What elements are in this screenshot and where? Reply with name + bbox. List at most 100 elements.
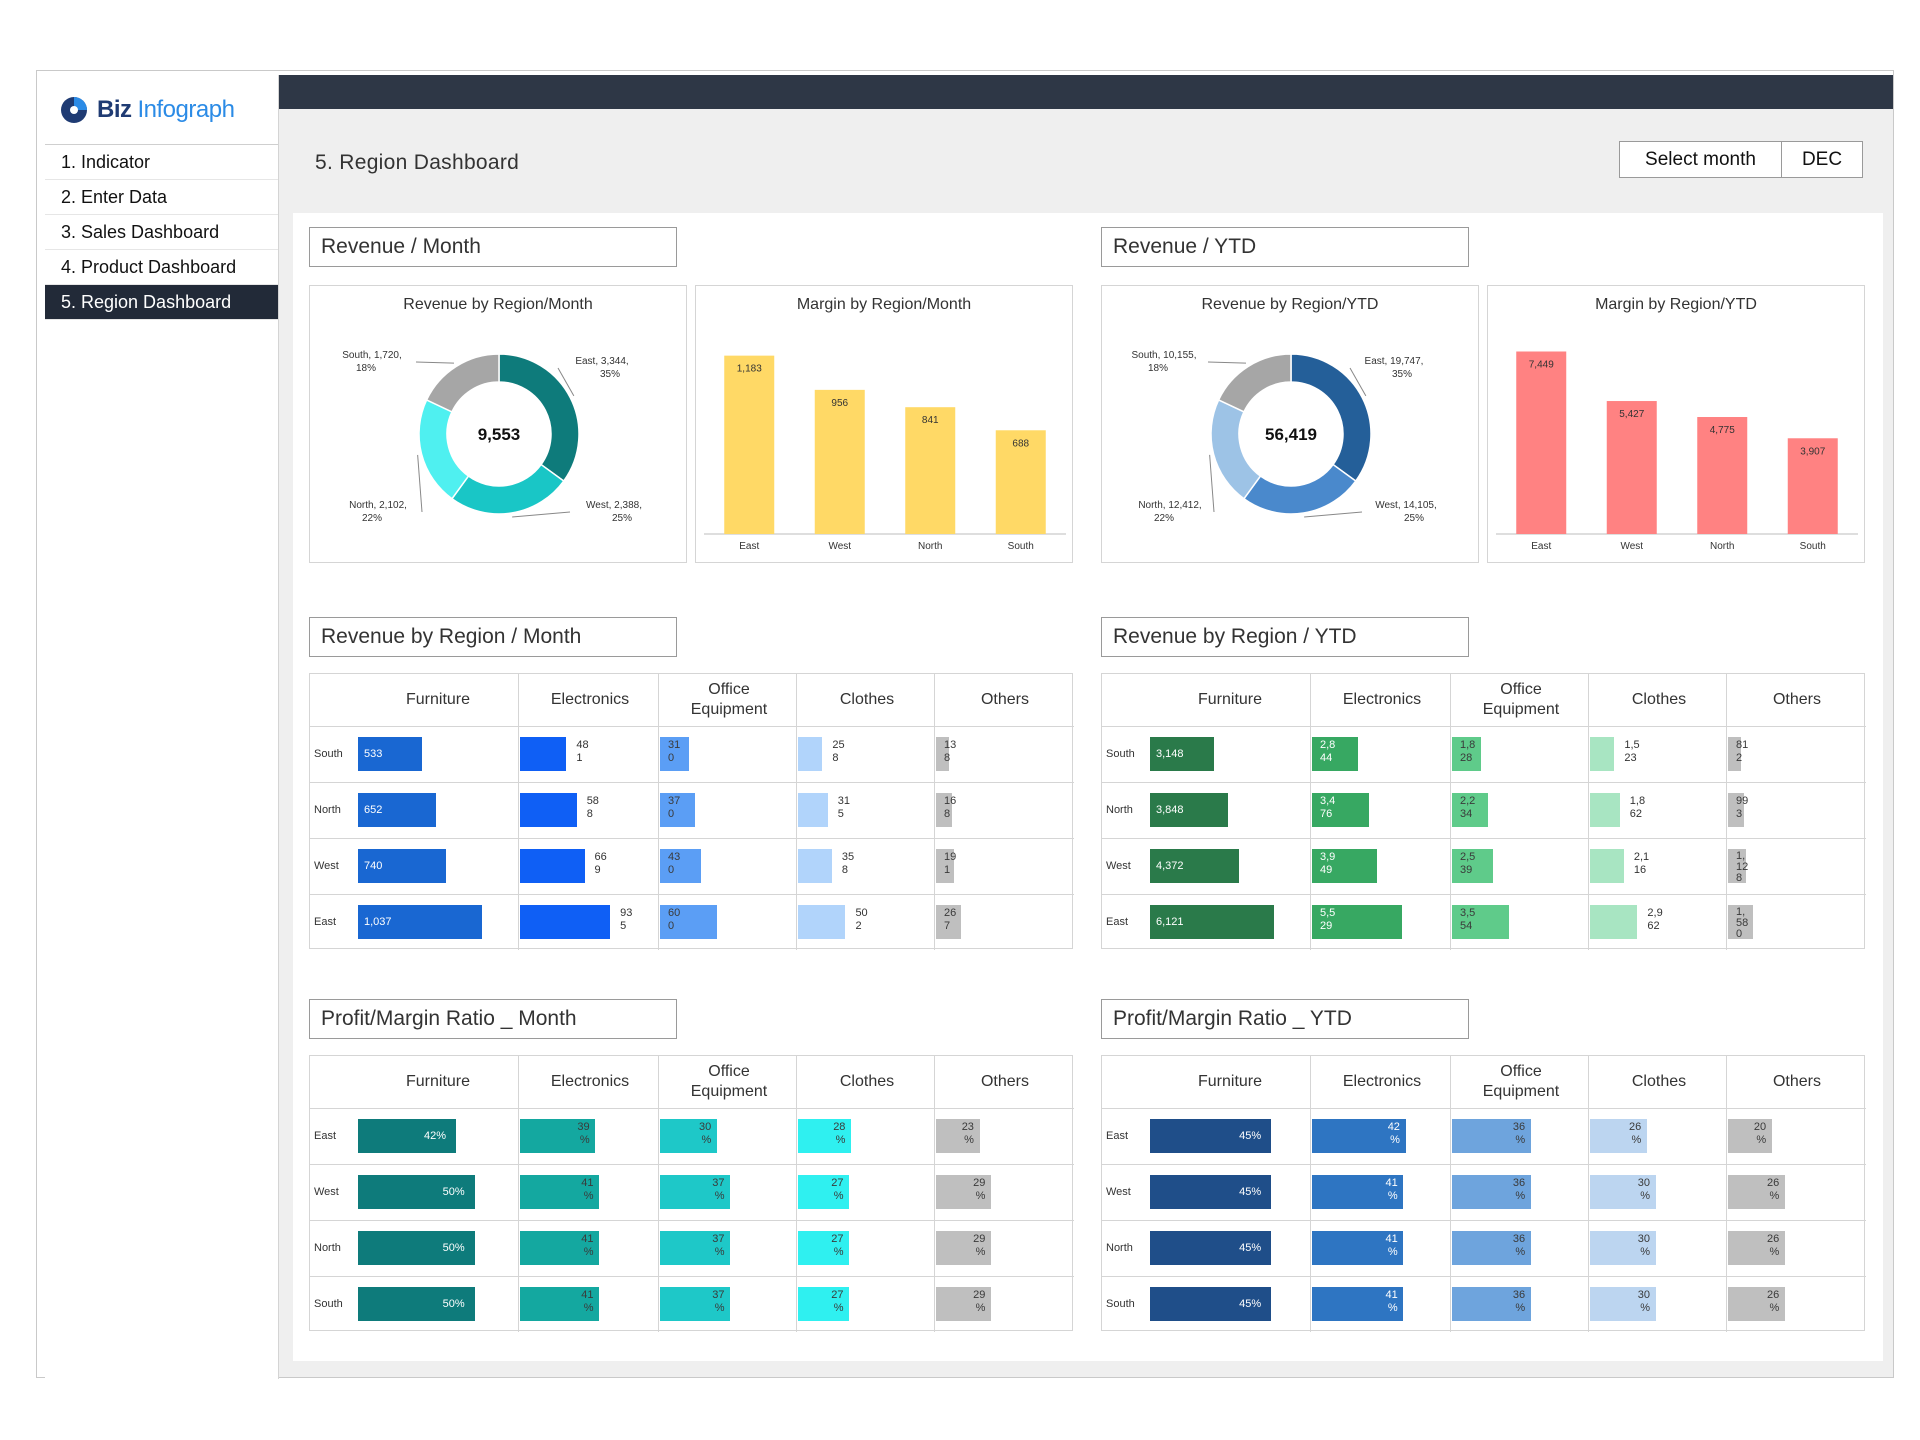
column-header: Clothes — [839, 691, 895, 708]
column-header: Clothes — [1631, 1073, 1687, 1090]
table-bar — [936, 1231, 992, 1265]
table-bar — [798, 1287, 850, 1321]
table-profit-margin-ytd: Furniture Electronics Office Equipment Clot… — [1101, 1055, 1866, 1332]
table-bar — [1452, 1175, 1531, 1209]
column-header: Furniture — [405, 691, 471, 708]
table-bar — [1312, 905, 1403, 939]
table-bar — [1150, 1231, 1272, 1265]
x-tick-label: West — [1620, 541, 1643, 552]
row-label: West — [1106, 1186, 1131, 1198]
row-label: South — [1106, 748, 1135, 760]
donut-pct: 18% — [1148, 363, 1168, 374]
leader-line — [417, 454, 423, 513]
table-bar — [520, 849, 585, 883]
x-tick-label: East — [739, 541, 759, 552]
bar-value-label: 37 % — [712, 1233, 725, 1258]
bar-value-label: 50% — [442, 1242, 465, 1254]
column-header: Office Equipment — [690, 1063, 768, 1100]
nav-item-indicator[interactable]: 1. Indicator — [45, 145, 278, 180]
nav-item-region-dashboard[interactable]: 5. Region Dashboard — [45, 285, 278, 320]
nav-item-enter-data[interactable]: 2. Enter Data — [45, 180, 278, 215]
column-divider — [1588, 1056, 1589, 1332]
bar-value-label: 688 — [1012, 438, 1029, 449]
bar-value-label: 31 5 — [837, 795, 851, 820]
bar-value-label: 30 % — [699, 1121, 712, 1146]
table-bar — [798, 1119, 852, 1153]
row-divider — [310, 1108, 1074, 1109]
bar-value-label: 45% — [1239, 1298, 1262, 1310]
table-revenue-by-region-month: Furniture Electronics Office Equipment Clot… — [309, 673, 1074, 950]
leader-line — [1207, 361, 1247, 364]
bar-north — [1697, 417, 1748, 534]
donut-label: East, 3,344, — [575, 356, 628, 367]
bar-value-label: 45% — [1239, 1130, 1262, 1142]
row-label: South — [1106, 1298, 1135, 1310]
table-bar — [358, 905, 482, 939]
bar-value-label: 6,121 — [1156, 916, 1184, 928]
table-bar — [358, 1231, 475, 1265]
bar-east — [1516, 351, 1567, 534]
donut-pct: 22% — [1154, 513, 1174, 524]
month-selector-value[interactable]: DEC — [1801, 149, 1843, 170]
bar-value-label: 30 % — [1637, 1233, 1651, 1258]
bar-value-label: 35 8 — [841, 851, 855, 876]
table-bar — [1590, 1287, 1656, 1321]
column-divider — [796, 674, 797, 950]
bar-value-label: 48 1 — [576, 739, 589, 764]
bar-value-label: 37 % — [712, 1177, 725, 1202]
table-bar — [358, 849, 447, 883]
donut-pct: 18% — [356, 363, 376, 374]
row-label: North — [314, 804, 341, 816]
bar-value-label: 533 — [364, 748, 383, 760]
brand-name-2: Infograph — [137, 95, 235, 123]
bar-value-label: 2,1 16 — [1633, 851, 1650, 876]
table-bar — [1728, 1175, 1785, 1209]
x-tick-label: West — [828, 541, 851, 552]
main-area: 5. Region Dashboard Select month DEC Rev… — [279, 109, 1893, 1377]
donut-chart: East, 19,747, 35% West, 14,105, 25% North, 1… — [1131, 350, 1436, 524]
bar-value-label: 27 % — [831, 1177, 844, 1202]
table-bar — [1590, 1175, 1656, 1209]
brand-icon — [61, 96, 87, 123]
bar-value-label: 3,5 54 — [1460, 907, 1476, 932]
x-tick-label: South — [1800, 541, 1826, 552]
donut-slice-west — [450, 463, 565, 515]
table-bar — [1452, 793, 1488, 827]
bar-value-label: 5,5 29 — [1320, 907, 1336, 932]
bar-value-label: 50% — [442, 1186, 465, 1198]
column-header: Others — [1772, 691, 1821, 708]
nav-item-sales-dashboard[interactable]: 3. Sales Dashboard — [45, 215, 278, 250]
row-divider — [310, 782, 1074, 783]
table-bar — [1452, 849, 1493, 883]
table-bar — [1452, 905, 1509, 939]
table-bar — [358, 1287, 475, 1321]
table-bar — [1728, 1231, 1785, 1265]
table-bar — [520, 1119, 596, 1153]
bar-value-label: 36 % — [1512, 1289, 1526, 1314]
donut-chart: East, 3,344, 35% West, 2,388, 25% North, 2,1… — [342, 350, 642, 524]
table-bar — [1312, 849, 1377, 883]
nav-item-product-dashboard[interactable]: 4. Product Dashboard — [45, 250, 278, 285]
row-label: East — [1106, 916, 1129, 928]
bar-value-label: 16 8 — [944, 795, 957, 820]
table-bar — [1452, 1287, 1531, 1321]
bar-value-label: 29 % — [973, 1177, 986, 1202]
table-bar — [1150, 849, 1239, 883]
table-bar — [520, 737, 567, 771]
bar-value-label: 81 2 — [1736, 739, 1749, 764]
column-divider — [796, 1056, 797, 1332]
table-bar — [1312, 737, 1359, 771]
row-divider — [1102, 1108, 1866, 1109]
table-bar — [520, 1231, 600, 1265]
table-bar — [1728, 1119, 1772, 1153]
x-tick-label: South — [1008, 541, 1034, 552]
table-bar — [1150, 1287, 1272, 1321]
bar-value-label: 2,2 34 — [1460, 795, 1476, 820]
x-tick-label: North — [918, 541, 942, 552]
row-divider — [1102, 1276, 1866, 1277]
table-bar — [1728, 793, 1744, 827]
bar-north — [905, 407, 956, 534]
table-bar — [660, 1287, 731, 1321]
column-divider — [1310, 674, 1311, 950]
column-divider — [1310, 1056, 1311, 1332]
